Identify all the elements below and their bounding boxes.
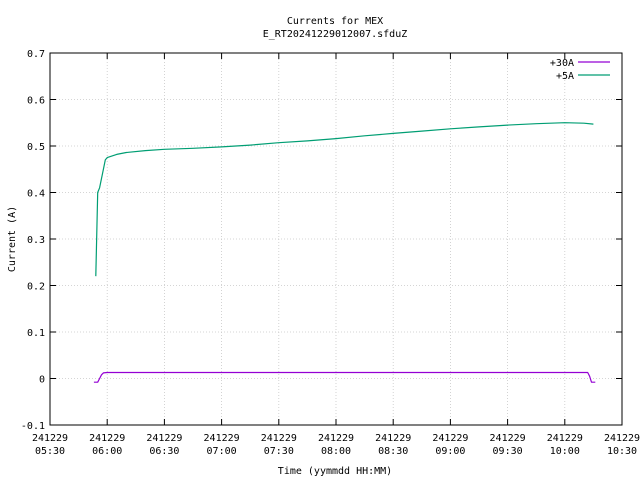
series-line-5a	[95, 122, 594, 277]
x-tick-date-label: 241229	[318, 433, 354, 444]
y-tick-label: -0.1	[21, 421, 45, 432]
x-tick-time-label: 09:30	[493, 446, 523, 457]
y-axis-label: Current (A)	[7, 206, 18, 272]
x-tick-time-label: 06:00	[92, 446, 122, 457]
y-tick-label: 0.7	[27, 49, 45, 60]
y-tick-label: 0.1	[27, 328, 45, 339]
legend-label-5a: +5A	[556, 71, 574, 82]
x-tick-time-label: 07:00	[207, 446, 237, 457]
plot-border	[49, 52, 623, 426]
x-tick-date-label: 241229	[547, 433, 583, 444]
y-tick-label: 0	[39, 375, 45, 386]
x-tick-date-label: 241229	[490, 433, 526, 444]
y-ticks: -0.1 0 0.1 0.2 0.3 0.4 0.5 0.6 0.7	[21, 49, 622, 432]
x-tick-time-label: 06:30	[149, 446, 179, 457]
x-tick-time-label: 08:00	[321, 446, 351, 457]
x-tick-date-label: 241229	[604, 433, 640, 444]
x-tick-date-label: 241229	[146, 433, 182, 444]
y-tick-label: 0.5	[27, 142, 45, 153]
y-tick-label: 0.2	[27, 282, 45, 293]
x-tick-date-label: 241229	[375, 433, 411, 444]
legend: +30A +5A	[550, 58, 610, 82]
x-tick-date-label: 241229	[32, 433, 68, 444]
x-tick-time-label: 09:00	[435, 446, 465, 457]
y-tick-label: 0.4	[27, 189, 45, 200]
y-tick-label: 0.3	[27, 235, 45, 246]
x-tick-time-label: 07:30	[264, 446, 294, 457]
x-tick-date-label: 241229	[89, 433, 125, 444]
grid	[50, 53, 622, 425]
series-lines	[93, 122, 596, 383]
chart-subtitle: E_RT20241229012007.sfduZ	[263, 29, 408, 40]
x-tick-time-label: 08:30	[378, 446, 408, 457]
x-tick-time-label: 10:00	[550, 446, 580, 457]
x-tick-date-label: 241229	[204, 433, 240, 444]
x-tick-time-label: 10:30	[607, 446, 637, 457]
y-tick-label: 0.6	[27, 96, 45, 107]
chart-title: Currents for MEX	[287, 16, 383, 27]
series-line-30a	[93, 371, 596, 383]
x-axis-label: Time (yymmdd HH:MM)	[278, 466, 392, 477]
x-tick-time-label: 05:30	[35, 446, 65, 457]
legend-label-30a: +30A	[550, 58, 574, 69]
x-tick-date-label: 241229	[432, 433, 468, 444]
x-ticks: 241229 05:30 241229 06:00 241229 06:30 241229 0…	[32, 53, 640, 457]
x-tick-date-label: 241229	[261, 433, 297, 444]
